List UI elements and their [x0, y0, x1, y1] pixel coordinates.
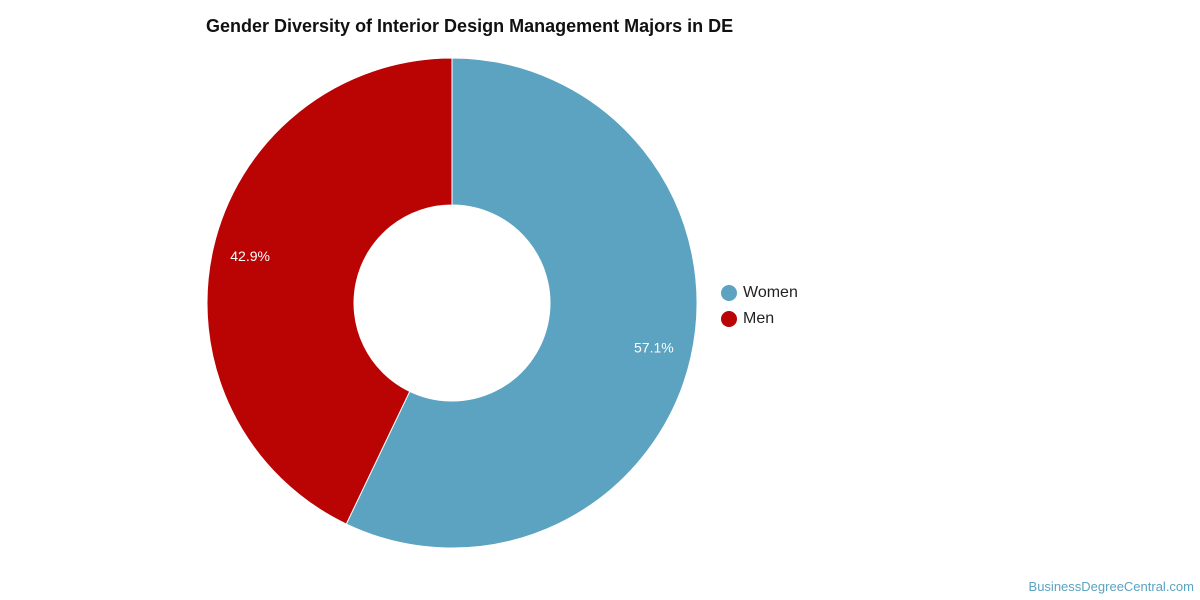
legend-label-women: Women	[743, 284, 798, 301]
slice-label-men: 42.9%	[230, 248, 270, 264]
legend-item-men[interactable]: Men	[721, 306, 798, 332]
legend-swatch-men	[721, 311, 737, 327]
slice-label-women: 57.1%	[634, 339, 674, 355]
source-credit-link[interactable]: BusinessDegreeCentral.com	[1028, 579, 1194, 594]
legend-swatch-women	[721, 285, 737, 301]
chart-title: Gender Diversity of Interior Design Mana…	[206, 16, 734, 36]
donut-slice-women[interactable]	[345, 57, 698, 549]
legend-item-women[interactable]: Women	[721, 280, 798, 306]
legend-label-men: Men	[743, 310, 775, 327]
donut-slice-men[interactable]	[206, 57, 453, 525]
chart-legend: Women Men	[721, 280, 798, 332]
